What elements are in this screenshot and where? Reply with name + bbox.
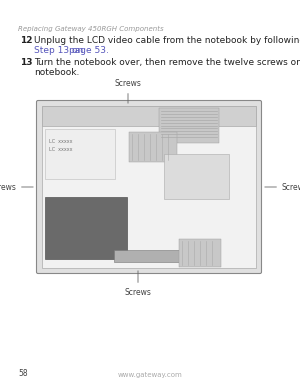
Bar xyxy=(42,106,256,126)
Text: LC  xxxxx: LC xxxxx xyxy=(49,147,73,152)
Bar xyxy=(45,197,127,259)
Text: page 53.: page 53. xyxy=(69,46,109,55)
Text: Step 13 on: Step 13 on xyxy=(34,46,83,55)
Text: 12: 12 xyxy=(20,36,32,45)
Text: Screws: Screws xyxy=(115,79,141,103)
Text: www.gateway.com: www.gateway.com xyxy=(118,372,182,378)
Text: Turn the notebook over, then remove the twelve screws on the bottom of the
noteb: Turn the notebook over, then remove the … xyxy=(34,58,300,77)
Text: Screws: Screws xyxy=(124,271,152,297)
Bar xyxy=(45,129,115,179)
Bar xyxy=(114,250,184,262)
Text: 13: 13 xyxy=(20,58,32,67)
Text: LC  xxxxx: LC xxxxx xyxy=(49,139,73,144)
Text: Screws: Screws xyxy=(0,182,33,192)
Bar xyxy=(179,239,221,267)
FancyBboxPatch shape xyxy=(37,100,262,274)
Bar xyxy=(164,154,229,199)
Bar xyxy=(42,106,256,268)
Bar xyxy=(129,132,177,162)
Text: Screws: Screws xyxy=(265,182,300,192)
Text: 58: 58 xyxy=(18,369,28,378)
Text: Replacing Gateway 450RGH Components: Replacing Gateway 450RGH Components xyxy=(18,26,164,32)
Bar xyxy=(159,108,219,143)
Text: Unplug the LCD video cable from the notebook by following the instructions in: Unplug the LCD video cable from the note… xyxy=(34,36,300,45)
